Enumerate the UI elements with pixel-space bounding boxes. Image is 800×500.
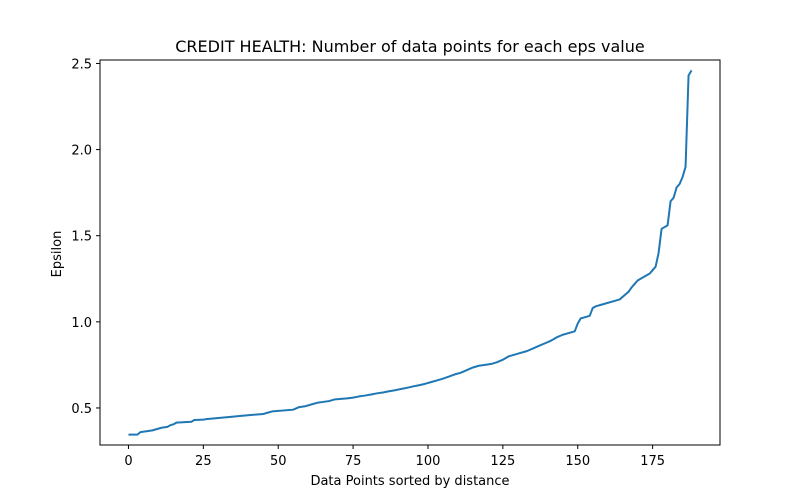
- y-tick-label: 1.0: [71, 316, 92, 331]
- y-tick-label: 2.0: [71, 144, 92, 159]
- y-tick-label: 2.5: [71, 57, 92, 72]
- x-tick-label: 175: [640, 454, 665, 469]
- y-axis-label: Epsilon: [50, 231, 65, 278]
- x-tick-label: 25: [195, 454, 212, 469]
- y-tick-label: 1.5: [71, 230, 92, 245]
- plot-frame: [99, 59, 721, 446]
- x-tick-label: 150: [565, 454, 590, 469]
- x-axis-label: Data Points sorted by distance: [310, 474, 509, 489]
- y-tick-label: 0.5: [71, 402, 92, 417]
- x-tick-label: 50: [270, 454, 287, 469]
- chart-title: CREDIT HEALTH: Number of data points for…: [175, 37, 644, 56]
- x-tick-label: 100: [416, 454, 441, 469]
- x-tick-label: 125: [490, 454, 515, 469]
- x-tick-label: 0: [124, 454, 132, 469]
- plot-area: 0 25 50 75 100 125 150 175 0.5 1.0 1.5 2.0 2.5: [71, 57, 721, 469]
- series-line-0: [128, 69, 693, 436]
- x-tick-label: 75: [345, 454, 362, 469]
